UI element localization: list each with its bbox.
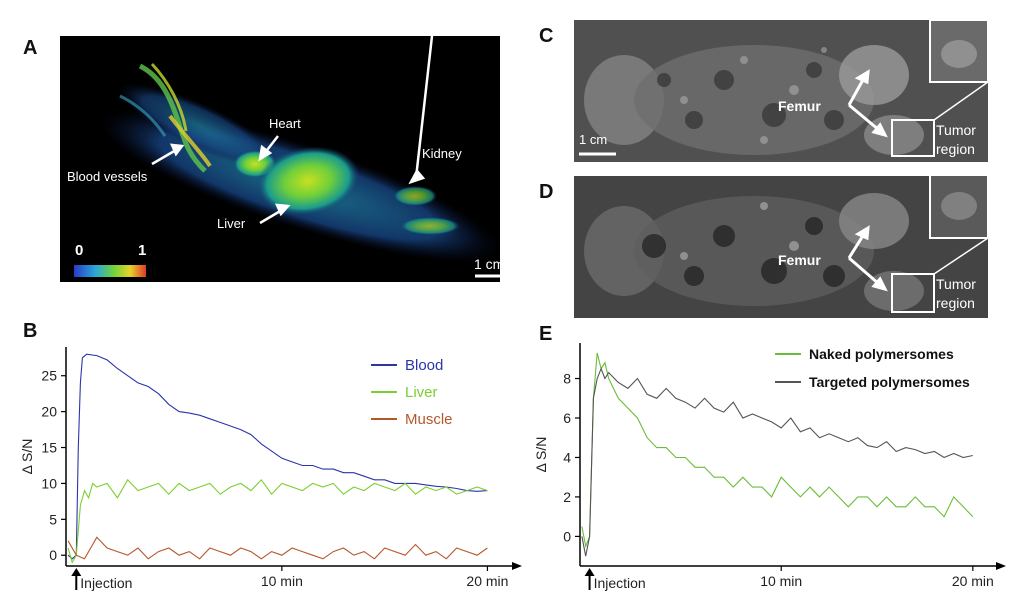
label-kidney: Kidney bbox=[422, 146, 462, 161]
x-tick-label: 20 min bbox=[466, 573, 508, 589]
kidney-render bbox=[393, 186, 437, 206]
label-blood-vessels: Blood vessels bbox=[67, 169, 148, 184]
tumor-label-d-2: region bbox=[936, 295, 975, 311]
y-tick-label: 0 bbox=[49, 547, 57, 563]
series-line-muscle bbox=[67, 536, 488, 560]
mri-c-svg bbox=[574, 20, 988, 162]
femur-label-c: Femur bbox=[778, 98, 821, 114]
colorbar-min: 0 bbox=[75, 242, 84, 259]
injection-arrowhead-icon bbox=[584, 568, 595, 576]
scalebar-a-label: 1 cm bbox=[474, 256, 500, 272]
series-line-targeted-polymersomes bbox=[581, 367, 973, 557]
legend-label: Blood bbox=[405, 357, 443, 374]
colorbar-max: 1 bbox=[138, 242, 147, 259]
x-axis-arrow-icon bbox=[512, 562, 522, 570]
y-axis-label: Δ S/N bbox=[533, 437, 549, 473]
label-liver: Liver bbox=[217, 216, 246, 231]
y-tick-label: 2 bbox=[563, 489, 571, 505]
chart-e: 0 2 4 6 8 10 min 20 min Injection Δ S/N Naked pol… bbox=[533, 343, 1006, 591]
x-axis-arrow-icon bbox=[996, 562, 1006, 570]
y-tick-label: 25 bbox=[41, 368, 57, 384]
lower-organ-render bbox=[400, 217, 460, 235]
panel-letter-c: C bbox=[539, 25, 554, 47]
organ-render-svg bbox=[74, 36, 500, 278]
panel-letter-b: B bbox=[23, 320, 38, 342]
injection-arrowhead-icon bbox=[71, 568, 82, 576]
panel-a-rendering: Heart Kidney Blood vessels Liver 0 1 1 c… bbox=[60, 36, 500, 282]
y-tick-label: 20 bbox=[41, 404, 57, 420]
tumor-label-c-2: region bbox=[936, 141, 975, 157]
colorbar bbox=[74, 265, 146, 277]
panel-d-image: Femur Tumor region bbox=[574, 176, 988, 318]
label-heart: Heart bbox=[269, 116, 301, 131]
chart-b: 0 5 10 15 20 25 10 min 20 min Injection Δ S/N Bloo… bbox=[19, 347, 522, 591]
y-tick-label: 15 bbox=[41, 440, 57, 456]
tumor-label-c-1: Tumor bbox=[936, 122, 976, 138]
arrow-liver-icon bbox=[259, 203, 291, 225]
x-tick-label: 10 min bbox=[261, 573, 303, 589]
tumor-box-d bbox=[891, 273, 935, 313]
y-tick-label: 4 bbox=[563, 449, 571, 465]
y-tick-label: 6 bbox=[563, 410, 571, 426]
legend-label: Liver bbox=[405, 384, 438, 401]
femur-label-d: Femur bbox=[778, 252, 821, 268]
tumor-box-c bbox=[891, 119, 935, 157]
injection-label: Injection bbox=[80, 575, 132, 591]
x-tick-label: 20 min bbox=[952, 573, 994, 589]
arrow-heart-icon bbox=[258, 135, 279, 162]
x-tick-label: 10 min bbox=[760, 573, 802, 589]
blood-vessels-render bbox=[119, 62, 212, 173]
liver-render bbox=[256, 146, 360, 216]
legend-label: Targeted polymersomes bbox=[809, 374, 970, 390]
legend-label: Muscle bbox=[405, 411, 453, 428]
scalebar-c-label: 1 cm bbox=[579, 132, 608, 147]
series-line-naked-polymersomes bbox=[581, 352, 974, 549]
tumor-label-d-1: Tumor bbox=[936, 276, 976, 292]
panel-letter-a: A bbox=[23, 37, 38, 59]
mri-d-svg bbox=[574, 176, 988, 318]
injection-label: Injection bbox=[594, 575, 646, 591]
arrow-vessels-icon bbox=[151, 143, 185, 166]
series-line-liver bbox=[67, 478, 488, 564]
y-tick-label: 8 bbox=[563, 371, 571, 387]
panel-c-image: Femur Tumor region 1 cm bbox=[574, 20, 988, 162]
panel-letter-d: D bbox=[539, 181, 554, 203]
femur-arrows-d-icon bbox=[847, 225, 888, 292]
legend-label: Naked polymersomes bbox=[809, 346, 954, 362]
y-axis-label: Δ S/N bbox=[19, 439, 35, 475]
y-tick-label: 10 bbox=[41, 475, 57, 491]
panel-letter-e: E bbox=[539, 323, 553, 345]
arrow-kidney-icon bbox=[408, 36, 434, 185]
femur-arrows-c-icon bbox=[847, 69, 888, 138]
y-tick-label: 5 bbox=[49, 511, 57, 527]
y-tick-label: 0 bbox=[563, 528, 571, 544]
series-line-blood bbox=[67, 353, 488, 560]
